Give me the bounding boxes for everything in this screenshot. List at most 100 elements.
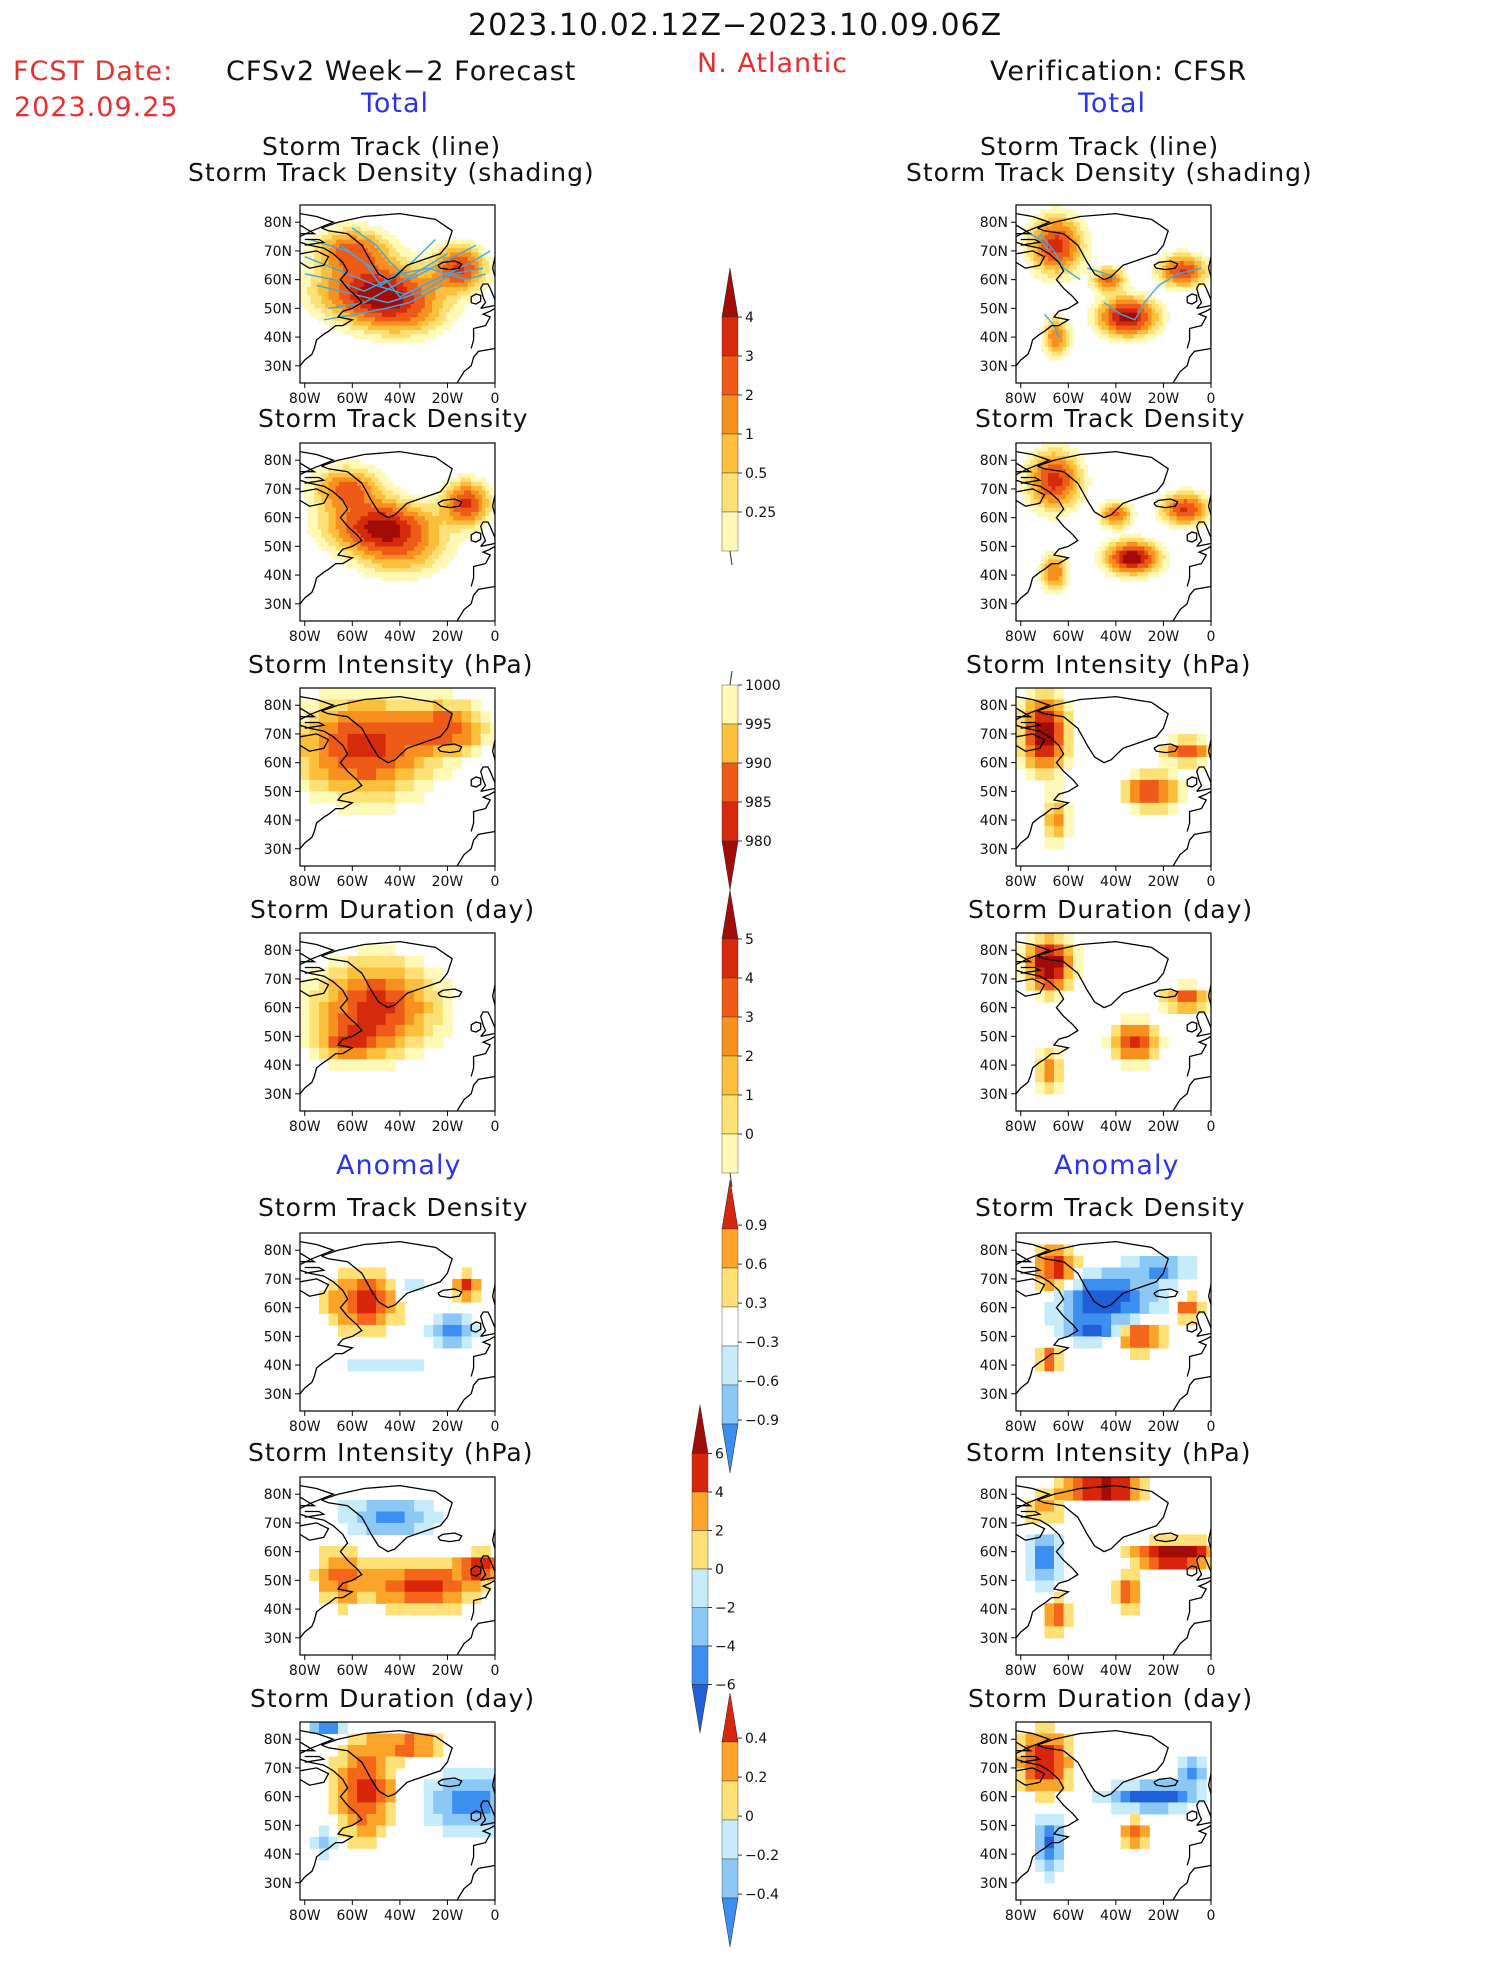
heatmap-cell xyxy=(1102,521,1106,526)
heatmap-cell xyxy=(332,482,336,487)
heatmap-cell xyxy=(1080,499,1084,504)
heatmap-cell xyxy=(403,546,407,551)
heatmap-cell xyxy=(425,326,429,331)
heatmap-cell xyxy=(395,1557,405,1569)
heatmap-cell xyxy=(376,791,386,803)
heatmap-cell xyxy=(1066,209,1070,214)
heatmap-cell xyxy=(350,508,354,513)
heatmap-cell xyxy=(453,529,457,534)
heatmap-cell xyxy=(371,469,375,474)
heatmap-cell xyxy=(428,304,432,309)
heatmap-cell xyxy=(407,330,411,335)
heatmap-cell xyxy=(321,529,325,534)
lon-tick-label: 60W xyxy=(1052,1119,1084,1135)
heatmap-cell xyxy=(1066,343,1070,348)
heatmap-cell xyxy=(1102,330,1106,335)
heatmap-cell xyxy=(407,508,411,513)
heatmap-cell xyxy=(1066,486,1070,491)
heatmap-cell xyxy=(364,304,368,309)
heatmap-cell xyxy=(1187,525,1191,530)
africa-coast xyxy=(1168,1077,1211,1120)
heatmap-cell xyxy=(1112,538,1116,543)
heatmap-cell xyxy=(1048,347,1052,352)
heatmap-cell xyxy=(354,521,358,526)
heatmap-cell xyxy=(1066,214,1070,219)
heatmap-cell xyxy=(450,490,454,495)
heatmap-cell xyxy=(450,278,454,283)
heatmap-cell xyxy=(329,521,333,526)
heatmap-cell xyxy=(395,1048,405,1060)
heatmap-cell xyxy=(1144,572,1148,577)
heatmap-cell xyxy=(371,304,375,309)
heatmap-cell xyxy=(1054,945,1064,957)
heatmap-cell xyxy=(311,495,315,500)
heatmap-cell xyxy=(1054,723,1064,735)
heatmap-cell xyxy=(403,339,407,344)
heatmap-cell xyxy=(395,1569,405,1581)
heatmap-cell xyxy=(461,495,465,500)
heatmap-cell xyxy=(386,1557,396,1569)
heatmap-cell xyxy=(339,252,343,257)
heatmap-cell xyxy=(1064,757,1074,769)
heatmap-cell xyxy=(471,473,475,478)
heatmap-cell xyxy=(1102,1313,1112,1325)
heatmap-cell xyxy=(386,291,390,296)
heatmap-cell xyxy=(450,512,454,517)
heatmap-cell xyxy=(307,508,311,513)
heatmap-cell xyxy=(1059,447,1063,452)
heatmap-cell xyxy=(1169,512,1173,517)
heatmap-cell xyxy=(357,791,367,803)
heatmap-cell xyxy=(471,723,481,735)
heatmap-cell xyxy=(376,1523,386,1535)
heatmap-cell xyxy=(1066,326,1070,331)
heatmap-cell xyxy=(311,283,315,288)
heatmap-cell xyxy=(433,768,443,780)
heatmap-cell xyxy=(1064,1477,1074,1489)
heatmap-cell xyxy=(471,252,475,257)
heatmap-cell xyxy=(386,235,390,240)
heatmap-cell xyxy=(371,555,375,560)
heatmap-cell xyxy=(1144,577,1148,582)
heatmap-cell xyxy=(1191,252,1195,257)
heatmap-cell xyxy=(371,495,375,500)
heatmap-cell xyxy=(376,1059,386,1071)
heatmap-cell xyxy=(339,486,343,491)
heatmap-cell xyxy=(300,300,304,305)
heatmap-cell xyxy=(450,542,454,547)
lat-tick-label: 30N xyxy=(264,1387,292,1403)
heatmap-cell xyxy=(1202,495,1206,500)
heatmap-cell xyxy=(407,538,411,543)
heatmap-cell xyxy=(1026,945,1036,957)
heatmap-cell xyxy=(403,538,407,543)
heatmap-cell xyxy=(364,538,368,543)
heatmap-cell xyxy=(1144,334,1148,339)
heatmap-cell xyxy=(332,533,336,538)
heatmap-cell xyxy=(1077,218,1081,223)
heatmap-cell xyxy=(464,529,468,534)
heatmap-cell xyxy=(311,287,315,292)
heatmap-cell xyxy=(386,1025,396,1037)
heatmap-cell xyxy=(1045,1059,1055,1071)
heatmap-cell xyxy=(354,460,358,465)
heatmap-cell xyxy=(428,512,432,517)
heatmap-cell xyxy=(436,529,440,534)
heatmap-cell xyxy=(318,495,322,500)
lon-tick-label: 80W xyxy=(289,1419,321,1435)
heatmap-cell xyxy=(354,525,358,530)
heatmap-cell xyxy=(343,538,347,543)
heatmap-cell xyxy=(350,231,354,236)
heatmap-cell xyxy=(375,313,379,318)
heatmap-cell xyxy=(1091,287,1095,292)
heatmap-cell xyxy=(1054,814,1064,826)
heatmap-ob_track xyxy=(1020,205,1213,361)
heatmap-cell xyxy=(1059,568,1063,573)
heatmap-cell xyxy=(1130,1313,1140,1325)
heatmap-cell xyxy=(414,265,418,270)
heatmap-cell xyxy=(361,551,365,556)
heatmap-cell xyxy=(425,529,429,534)
heatmap-cell xyxy=(1048,443,1052,448)
heatmap-cell xyxy=(1064,826,1074,838)
heatmap-cell xyxy=(1083,1302,1093,1314)
heatmap-cell xyxy=(310,768,320,780)
heatmap-cell xyxy=(1152,564,1156,569)
